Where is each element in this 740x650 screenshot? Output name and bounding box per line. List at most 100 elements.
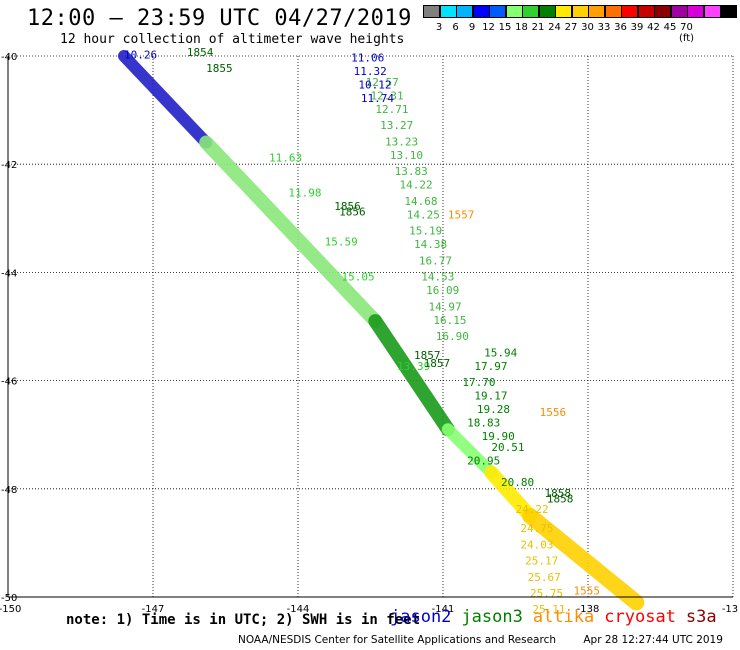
data-label: 18.83	[467, 417, 500, 430]
y-tick-label: -50	[1, 593, 17, 604]
data-label: 14.68	[404, 195, 437, 208]
data-label: 16.90	[436, 330, 469, 343]
data-label: 13.23	[385, 135, 418, 148]
data-label: 1858	[547, 492, 574, 505]
data-label: 19.90	[482, 430, 515, 443]
colorbar-label: 45	[663, 22, 677, 33]
data-label: 11.74	[361, 92, 394, 105]
data-label: 14.22	[400, 179, 433, 192]
colorbar-label: 39	[630, 22, 644, 33]
colorbar-label: 21	[531, 22, 545, 33]
y-tick-label: -42	[1, 160, 17, 171]
data-label: 11.06	[351, 51, 384, 64]
data-label: 1854	[187, 46, 214, 59]
data-label: 20.95	[467, 454, 500, 467]
data-label: 12.57	[366, 76, 399, 89]
colorbar-label: 42	[647, 22, 660, 33]
data-label: 13.27	[380, 119, 413, 132]
y-tick-label: -48	[1, 485, 17, 496]
legend-cryosat: cryosat	[604, 607, 676, 627]
colorbar-label: 18	[515, 22, 528, 33]
data-label: 13.10	[390, 149, 423, 162]
footer-org: NOAA/NESDIS Center for Satellite Applica…	[238, 634, 556, 646]
chart-title: 12:00 — 23:59 UTC 04/27/2019	[27, 6, 412, 31]
colorbar-label: 33	[597, 22, 611, 33]
track-green-dark	[368, 314, 455, 437]
colorbar-label: 3	[435, 22, 443, 33]
data-label: 25.11	[532, 603, 565, 616]
x-tick-label: -147	[142, 604, 165, 615]
data-label: 11.32	[354, 65, 387, 78]
data-label: 25.67	[528, 571, 561, 584]
data-label: 11.63	[269, 151, 302, 164]
data-label: 19.17	[474, 390, 507, 403]
data-label: 20.51	[491, 441, 524, 454]
legend-jason2: jason2	[390, 607, 452, 627]
legend-s3a: s3a	[685, 607, 717, 627]
grid-lines	[7, 55, 734, 598]
y-tick-label: -44	[1, 268, 17, 279]
note-text: note: 1) Time is in UTC; 2) SWH is in fe…	[66, 612, 421, 628]
data-label: 24.03	[520, 538, 553, 551]
x-tick-label: -141	[432, 604, 455, 615]
data-label: 1556	[540, 406, 567, 419]
data-label: 20.80	[501, 476, 534, 489]
track-yellow-a	[484, 465, 537, 523]
data-label: 13.83	[395, 165, 428, 178]
track-jason2-north	[118, 50, 213, 149]
x-tick-label: -138	[577, 604, 600, 615]
data-label: 15.05	[342, 271, 375, 284]
data-label: 19.28	[477, 403, 510, 416]
data-label: 1856	[334, 200, 361, 213]
chart-subtitle: 12 hour collection of altimeter wave hei…	[60, 32, 405, 47]
colorbar-label: 6	[452, 22, 459, 33]
track-yellow-b	[522, 507, 645, 611]
data-label: 1858	[545, 487, 572, 500]
data-label: 17.97	[474, 360, 507, 373]
data-label: 13.39	[397, 360, 430, 373]
y-tick-label: -46	[1, 377, 17, 388]
data-label: 1857	[424, 357, 451, 370]
colorbar-label: 15	[498, 22, 512, 33]
data-label: 16.15	[433, 314, 466, 327]
axes: -40 -42 -44 -46 -48 -50-150 -147 -144 -141 -138 -1…	[0, 52, 738, 615]
data-label: 1555	[574, 584, 601, 597]
data-label: 10.26	[124, 49, 157, 62]
data-label: 12.31	[371, 89, 404, 102]
data-label: 24.75	[520, 522, 553, 535]
data-label: 1856	[339, 206, 366, 219]
colorbar-label: 27	[564, 22, 578, 33]
colorbar-label: 24	[548, 22, 561, 33]
track-green-light	[199, 135, 383, 329]
data-label: 25.75	[530, 587, 563, 600]
satellite-legend: jason2 jason3 altika cryosat s3a	[390, 607, 727, 627]
data-label: 14.25	[407, 208, 440, 221]
x-tick-label: -13	[722, 604, 738, 615]
data-label: 11.98	[288, 187, 321, 200]
colorbar-label: 70 (ft)	[678, 22, 695, 44]
colorbar-label: 36	[614, 22, 627, 33]
legend-altika: altika	[532, 607, 595, 627]
data-label: 15.94	[484, 346, 517, 359]
colorbar-label: 30	[581, 22, 594, 33]
data-label: 16.09	[426, 284, 459, 297]
data-label: 14.38	[414, 238, 447, 251]
x-tick-label: -144	[287, 604, 310, 615]
data-label: 15.59	[325, 235, 358, 248]
satellite-tracks	[118, 50, 645, 611]
data-label: 25.17	[525, 555, 558, 568]
x-tick-label: -150	[0, 604, 21, 615]
colorbar-label: 9	[468, 22, 476, 33]
data-label: 10.12	[358, 78, 391, 91]
data-label: 1557	[448, 208, 475, 221]
footer: NOAA/NESDIS Center for Satellite Applica…	[238, 634, 723, 646]
data-label: 15.19	[409, 225, 442, 238]
data-label: 1855	[206, 62, 233, 75]
footer-timestamp: Apr 28 12:27:44 UTC 2019	[583, 634, 723, 646]
data-label: 24.22	[516, 503, 549, 516]
data-label: 1857	[414, 349, 441, 362]
data-label: 16.77	[419, 254, 452, 267]
data-label: 14.53	[421, 271, 454, 284]
data-label: 14.97	[429, 300, 462, 313]
